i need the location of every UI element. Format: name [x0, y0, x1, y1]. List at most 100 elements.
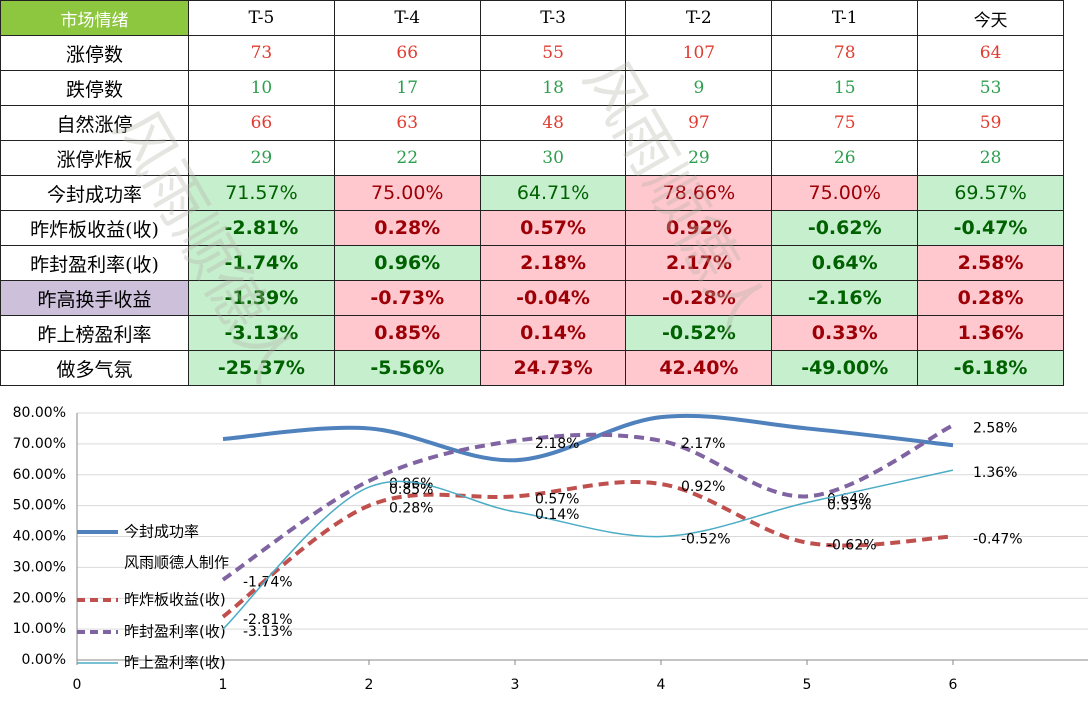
cell: 53 [917, 70, 1064, 106]
point-label: 0.33% [827, 498, 871, 514]
y-tick-label: 70.00% [13, 436, 66, 452]
point-label: 0.57% [535, 491, 579, 507]
row-label: 昨上榜盈利率 [0, 315, 189, 351]
header-cell: T-1 [771, 0, 919, 36]
cell: 0.64% [771, 245, 919, 281]
point-label: 0.96% [389, 476, 433, 492]
y-tick-label: 60.00% [13, 467, 66, 483]
y-tick-label: 20.00% [13, 590, 66, 606]
cell: 97 [625, 105, 773, 141]
table-row: 做多气氛 -25.37% -5.56% 24.73% 42.40% -49.00% -6.1… [0, 350, 1064, 386]
table-row: 昨上榜盈利率 -3.13% 0.85% 0.14% -0.52% 0.33% 1.36% [0, 315, 1064, 351]
header-cell: T-3 [479, 0, 627, 36]
point-label: 0.85% [389, 482, 433, 498]
table-row: 涨停炸板 29 22 30 29 26 28 [0, 140, 1064, 176]
cell: 2.17% [625, 245, 773, 281]
series-line [222, 413, 954, 463]
point-label: 1.36% [973, 465, 1017, 481]
header-cell: T-2 [625, 0, 773, 36]
cell: 22 [333, 140, 481, 176]
cell: -0.28% [625, 280, 773, 316]
table-row: 跌停数 10 17 18 9 15 53 [0, 70, 1064, 106]
row-label: 涨停数 [0, 35, 189, 71]
point-label: -0.52% [681, 532, 731, 548]
series-line [222, 469, 954, 630]
cell: -25.37% [188, 350, 335, 386]
cell: 26 [771, 140, 919, 176]
point-label: 2.17% [681, 436, 725, 452]
row-label: 跌停数 [0, 70, 189, 106]
legend-label: 昨上盈利率(收) [124, 654, 226, 672]
cell: 55 [479, 35, 627, 71]
row-label: 昨高换手收益 [0, 280, 189, 316]
cell: 73 [188, 35, 335, 71]
point-label: -0.47% [973, 532, 1023, 548]
cell: 0.85% [333, 315, 481, 351]
table-row: 市场情绪 T-5 T-4 T-3 T-2 T-1 今天 [0, 0, 1064, 36]
cell: 2.58% [917, 245, 1064, 281]
cell: -3.13% [188, 315, 335, 351]
point-label: -0.62% [827, 538, 877, 554]
cell: 69.57% [917, 175, 1064, 211]
cell: -0.47% [917, 210, 1064, 246]
cell: 59 [917, 105, 1064, 141]
cell: 64.71% [479, 175, 627, 211]
cell: -2.16% [771, 280, 919, 316]
y-tick-label: 40.00% [13, 529, 66, 545]
cell: -0.73% [333, 280, 481, 316]
header-cell: 市场情绪 [0, 0, 189, 36]
header-cell: T-5 [188, 0, 335, 36]
legend-label: 昨封盈利率(收) [124, 623, 226, 641]
x-tick-label: 5 [803, 677, 812, 693]
x-tick-label: 3 [511, 677, 520, 693]
cell: 75.00% [771, 175, 919, 211]
table-row: 昨炸板收益(收) -2.81% 0.28% 0.57% 0.92% -0.62% -0.47… [0, 210, 1064, 246]
cell: 71.57% [188, 175, 335, 211]
x-tick-label: 2 [365, 677, 374, 693]
sentiment-table: 市场情绪 T-5 T-4 T-3 T-2 T-1 今天 涨停数 73 66 55 107 78 64 跌停数… [0, 0, 1064, 386]
cell: 64 [917, 35, 1064, 71]
cell: -6.18% [917, 350, 1064, 386]
cell: 0.28% [333, 210, 481, 246]
point-label: -2.81% [243, 612, 293, 628]
cell: -0.04% [479, 280, 627, 316]
cell: 9 [625, 70, 773, 106]
cell: 0.28% [917, 280, 1064, 316]
table-row: 今封成功率 71.57% 75.00% 64.71% 78.66% 75.00% 69.57… [0, 175, 1064, 211]
cell: 30 [479, 140, 627, 176]
cell: 28 [917, 140, 1064, 176]
cell: 75 [771, 105, 919, 141]
cell: 78 [771, 35, 919, 71]
cell: 48 [479, 105, 627, 141]
cell: -1.39% [188, 280, 335, 316]
point-label: -1.74% [243, 575, 293, 591]
cell: 42.40% [625, 350, 773, 386]
row-label: 自然涨停 [0, 105, 189, 141]
header-cell: 今天 [917, 0, 1064, 36]
cell: 0.14% [479, 315, 627, 351]
cell: 0.33% [771, 315, 919, 351]
cell: 2.18% [479, 245, 627, 281]
cell: -0.52% [625, 315, 773, 351]
row-label: 昨炸板收益(收) [0, 210, 189, 246]
cell: 10 [188, 70, 335, 106]
row-label: 今封成功率 [0, 175, 189, 211]
y-tick-label: 10.00% [13, 621, 66, 637]
cell: 1.36% [917, 315, 1064, 351]
cell: -49.00% [771, 350, 919, 386]
legend-label: 今封成功率 [124, 523, 199, 541]
cell: 107 [625, 35, 773, 71]
point-label: 0.28% [389, 501, 433, 517]
cell: 0.57% [479, 210, 627, 246]
header-cell: T-4 [333, 0, 481, 36]
table-row: 昨高换手收益 -1.39% -0.73% -0.04% -0.28% -2.16% 0.28… [0, 280, 1064, 316]
y-tick-label: 0.00% [22, 652, 66, 668]
cell: -5.56% [333, 350, 481, 386]
y-tick-label: 50.00% [13, 498, 66, 514]
cell: -0.62% [771, 210, 919, 246]
point-label: 0.14% [535, 507, 579, 523]
point-label: -3.13% [243, 624, 293, 640]
cell: 66 [188, 105, 335, 141]
cell: 29 [188, 140, 335, 176]
cell: 29 [625, 140, 773, 176]
